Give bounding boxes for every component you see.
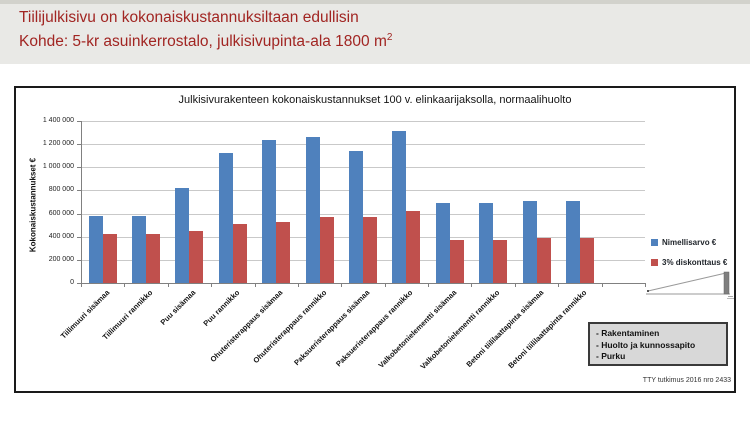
bar-nimellisarvo-2 <box>175 188 190 283</box>
x-label-7: Paksueristerappaus rannikko <box>334 288 415 369</box>
y-tick <box>77 236 81 238</box>
note-line: - Huolto ja kunnossapito <box>596 339 696 350</box>
x-tick <box>124 283 126 287</box>
bar-nimellisarvo-11 <box>565 200 580 283</box>
y-tick <box>77 144 81 146</box>
x-tick <box>81 283 82 287</box>
x-tick <box>341 283 343 287</box>
y-tick <box>77 213 81 215</box>
gridline <box>81 213 645 215</box>
bar-nimellisarvo-8 <box>435 203 450 283</box>
legend-label: 3% diskonttaus € <box>662 257 728 267</box>
x-tick <box>558 283 560 287</box>
chart-title: Julkisivurakenteen kokonaiskustannukset … <box>178 94 572 106</box>
plot-area: 0 200 000 400 000 600 000 800 000 1 000 000 1 … <box>16 88 734 391</box>
bar-diskonttaus-5 <box>319 217 334 283</box>
bar-diskonttaus-6 <box>363 217 377 283</box>
y-tick <box>77 121 81 122</box>
x-tick <box>297 283 299 287</box>
x-tick <box>211 283 213 287</box>
legend-swatch-red-icon <box>651 258 658 266</box>
note-line: - Rakentaminen <box>596 328 660 338</box>
gridline <box>81 144 645 146</box>
top-edge-strip <box>0 0 750 4</box>
bar-nimellisarvo-0 <box>88 215 103 283</box>
bar-nimellisarvo-9 <box>479 203 494 283</box>
y-tick-label: 800 000 <box>48 186 74 194</box>
superscript-2: 2 <box>386 32 393 43</box>
cost-components-note: - Rakentaminen - Huolto ja kunnossapito … <box>588 322 728 366</box>
x-axis-line <box>81 283 645 284</box>
x-tick <box>514 283 516 287</box>
note-line: - Purku <box>596 351 626 361</box>
bar-nimellisarvo-4 <box>262 139 277 283</box>
bar-diskonttaus-11 <box>579 237 594 283</box>
y-tick-label: 1 000 000 <box>42 163 74 171</box>
y-tick <box>77 283 81 284</box>
x-label-11: Betoni tiililaattapinta rannikko <box>506 288 589 371</box>
gridline <box>81 121 645 122</box>
bar-diskonttaus-4 <box>276 221 291 283</box>
bar-diskonttaus-8 <box>449 240 464 283</box>
bar-diskonttaus-9 <box>493 240 508 283</box>
bar-nimellisarvo-1 <box>132 215 147 283</box>
x-tick <box>645 283 646 287</box>
slide-title-line1: Tiilijulkisivu on kokonaiskustannuksilta… <box>19 9 359 26</box>
bar-nimellisarvo-10 <box>522 200 537 283</box>
x-label-9: Valkobetonielementti rannikko <box>418 288 502 371</box>
source-footnote: TTY tutkimus 2016 nro 2433 <box>642 377 731 384</box>
y-tick <box>77 167 81 169</box>
y-tick-label: 1 400 000 <box>42 117 74 124</box>
legend-label: Nimellisarvo € <box>662 237 717 247</box>
y-tick-label: 0 <box>70 279 74 286</box>
bar-nimellisarvo-6 <box>349 151 363 283</box>
y-tick-label: 1 200 000 <box>42 140 74 148</box>
slide-title-line2: Kohde: 5-kr asuinkerrostalo, julkisivupi… <box>19 32 393 51</box>
bar-diskonttaus-2 <box>189 230 204 283</box>
bar-diskonttaus-0 <box>102 234 117 283</box>
legend-item-nimellisarvo: Nimellisarvo € <box>651 235 727 249</box>
bar-diskonttaus-1 <box>146 234 161 283</box>
x-tick <box>167 283 169 287</box>
legend-swatch-blue-icon <box>651 238 658 246</box>
x-tick <box>254 283 256 287</box>
y-axis-title: Kokonaiskustannukset € <box>28 157 38 253</box>
bar-diskonttaus-7 <box>406 211 421 283</box>
bar-diskonttaus-10 <box>536 237 551 283</box>
y-tick <box>77 190 81 192</box>
bar-diskonttaus-3 <box>232 223 247 283</box>
legend-item-diskonttaus: 3% diskonttaus € <box>651 255 727 269</box>
chart-card: 0 200 000 400 000 600 000 800 000 1 000 000 1 … <box>14 86 736 393</box>
x-tick <box>471 283 473 287</box>
y-tick-label: 600 000 <box>48 209 74 217</box>
gridline <box>81 167 645 169</box>
y-tick <box>77 259 81 261</box>
slide-header: Tiilijulkisivu on kokonaiskustannuksilta… <box>0 0 750 64</box>
x-label-0: Tiilimuuri sisämaa <box>58 288 112 341</box>
y-tick-label: 200 000 <box>48 255 74 263</box>
x-tick <box>428 283 430 287</box>
y-tick-label: 400 000 <box>48 232 74 240</box>
x-tick <box>601 283 603 287</box>
bar-nimellisarvo-3 <box>218 153 233 283</box>
bar-nimellisarvo-5 <box>305 137 320 283</box>
slide-title: Tiilijulkisivu on kokonaiskustannuksilta… <box>19 8 392 52</box>
x-label-4: Ohuteristerappaus sisämaa <box>208 288 285 364</box>
x-label-6: Paksueristerappaus sisämaa <box>292 288 372 368</box>
legend: Nimellisarvo € 3% diskonttaus € <box>651 235 727 275</box>
bar-nimellisarvo-7 <box>392 131 407 283</box>
gridline <box>81 190 645 192</box>
y-axis-line <box>81 121 82 287</box>
x-tick <box>384 283 386 287</box>
x-label-1: Tiilimuuri rannikko <box>100 288 155 342</box>
cost-accumulation-sketch-icon <box>646 271 734 299</box>
